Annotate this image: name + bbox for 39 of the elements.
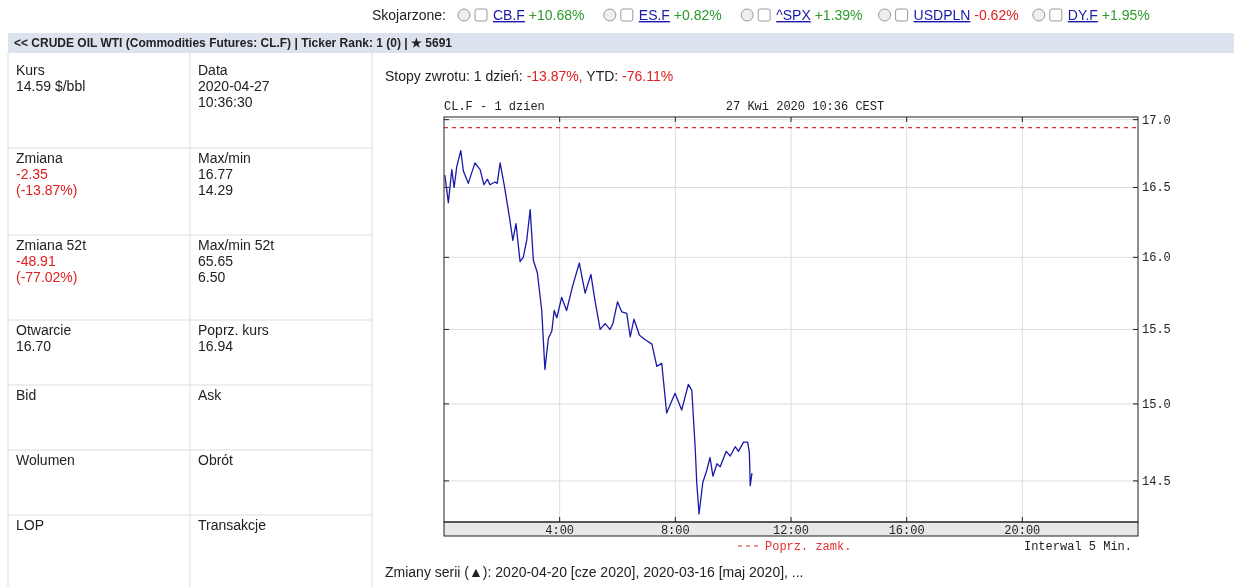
text: Max/min 16.77 14.29 bbox=[198, 150, 251, 198]
text: Max/min 52t 65.65 6.50 bbox=[198, 237, 275, 285]
chart-subtitle: CL.F - 1 dzien bbox=[444, 100, 545, 114]
y-tick-label: 16.5 bbox=[1142, 181, 1171, 196]
legend-label: Poprz. zamk. bbox=[765, 540, 852, 554]
y-tick-label: 14.5 bbox=[1142, 474, 1171, 489]
x-tick-label: 16:00 bbox=[888, 524, 925, 538]
text: LOP bbox=[16, 517, 45, 533]
text: CB.F +10.68% bbox=[493, 7, 585, 23]
text: Transakcje bbox=[198, 517, 267, 533]
text: 27 Kwi 2020 10:36 CEST bbox=[725, 100, 885, 114]
x-tick-label: 8:00 bbox=[660, 524, 690, 538]
line-series bbox=[444, 149, 753, 515]
y-tick-label: 17.0 bbox=[1142, 113, 1171, 128]
text: Otwarcie 16.70 bbox=[16, 322, 72, 354]
text: USDPLN -0.62% bbox=[913, 7, 1019, 23]
x-tick-label: 4:00 bbox=[545, 524, 575, 538]
text: Zmiana 52t -48.91 (-77.02%) bbox=[16, 237, 87, 285]
text: Bid bbox=[16, 387, 37, 403]
text: Skojarzone: bbox=[372, 7, 446, 23]
chart-title: Stopy zwrotu: 1 dzień: -13.87%, YTD: -76.11% bbox=[385, 68, 674, 84]
x-tick-label: 20:00 bbox=[1004, 524, 1041, 538]
x-tick-label: 12:00 bbox=[772, 524, 810, 538]
text: Zmiana -2.35 (-13.87%) bbox=[16, 150, 78, 198]
text: Interwal 5 Min. bbox=[1023, 540, 1132, 554]
y-tick-label: 15.0 bbox=[1142, 397, 1171, 412]
text: Zmiany serii (▲): 2020-04-20 [cze 2020], 2020-03-16 [maj 2020], ... bbox=[385, 564, 804, 580]
text: ES.F +0.82% bbox=[638, 7, 722, 23]
text: Kurs 14.59 $/bbl bbox=[16, 62, 86, 94]
text: << CRUDE OIL WTI (Commodities Futures: CL.F) | Ticker Rank: 1 (0) | ★ 5691 bbox=[14, 36, 453, 50]
text: Ask bbox=[198, 387, 223, 403]
text: Data 2020-04-27 10:36:30 bbox=[198, 62, 270, 110]
y-tick-label: 16.0 bbox=[1142, 251, 1171, 266]
y-tick-label: 15.5 bbox=[1142, 323, 1171, 338]
text: ^SPX +1.39% bbox=[776, 7, 863, 23]
text: Wolumen bbox=[16, 452, 75, 468]
text: Poprz. kurs 16.94 bbox=[198, 322, 269, 354]
text: Obrót bbox=[198, 452, 234, 468]
text: DY.F +1.95% bbox=[1067, 7, 1150, 23]
